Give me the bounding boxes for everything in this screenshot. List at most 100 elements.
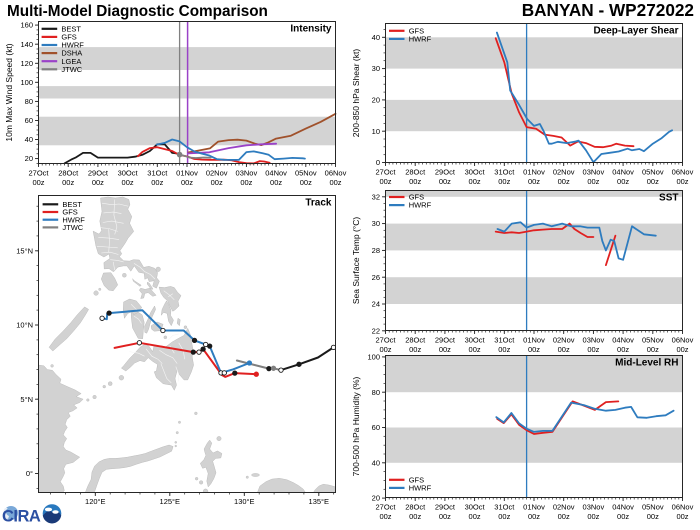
svg-text:05Nov: 05Nov: [642, 168, 664, 177]
svg-text:00z: 00z: [587, 177, 599, 186]
svg-text:28Oct: 28Oct: [405, 168, 426, 177]
svg-text:120°E: 120°E: [85, 497, 106, 506]
svg-text:00z: 00z: [676, 345, 688, 354]
svg-text:10m Max Wind Speed (kt): 10m Max Wind Speed (kt): [4, 43, 14, 141]
svg-text:Deep-Layer Shear: Deep-Layer Shear: [593, 26, 678, 37]
svg-text:BEST: BEST: [62, 200, 82, 209]
svg-text:06Nov: 06Nov: [325, 169, 347, 178]
svg-text:00z: 00z: [587, 512, 599, 521]
svg-text:GFS: GFS: [409, 26, 424, 35]
svg-text:BANYAN - WP272022: BANYAN - WP272022: [522, 0, 694, 20]
svg-text:HWRF: HWRF: [409, 484, 432, 493]
svg-text:Mid-Level RH: Mid-Level RH: [615, 358, 678, 369]
svg-text:00z: 00z: [498, 177, 510, 186]
svg-text:20: 20: [372, 494, 380, 503]
svg-text:15°N: 15°N: [16, 246, 33, 255]
svg-text:00z: 00z: [439, 512, 451, 521]
svg-text:100: 100: [20, 78, 33, 87]
svg-text:10°N: 10°N: [16, 321, 33, 330]
svg-text:00z: 00z: [379, 512, 391, 521]
svg-text:01Nov: 01Nov: [523, 168, 545, 177]
svg-text:Track: Track: [305, 198, 332, 209]
svg-text:40: 40: [25, 135, 33, 144]
svg-text:29Oct: 29Oct: [435, 503, 456, 512]
svg-text:00z: 00z: [211, 178, 223, 187]
svg-text:27Oct: 27Oct: [375, 336, 396, 345]
svg-text:HWRF: HWRF: [409, 35, 432, 44]
svg-text:00z: 00z: [587, 345, 599, 354]
svg-text:00z: 00z: [617, 345, 629, 354]
svg-text:120: 120: [20, 59, 33, 68]
svg-text:Intensity: Intensity: [290, 24, 332, 35]
svg-text:200-850 hPa Shear (kt): 200-850 hPa Shear (kt): [351, 49, 361, 138]
svg-text:80: 80: [25, 97, 33, 106]
svg-text:04Nov: 04Nov: [612, 336, 634, 345]
svg-text:00z: 00z: [528, 177, 540, 186]
svg-text:135°E: 135°E: [309, 497, 330, 506]
svg-text:0: 0: [376, 158, 380, 167]
svg-text:00z: 00z: [558, 512, 570, 521]
svg-text:00z: 00z: [498, 345, 510, 354]
svg-text:20: 20: [25, 154, 33, 163]
svg-text:02Nov: 02Nov: [553, 503, 575, 512]
svg-text:04Nov: 04Nov: [612, 168, 634, 177]
svg-text:29Oct: 29Oct: [435, 168, 456, 177]
svg-text:05Nov: 05Nov: [642, 503, 664, 512]
svg-text:00z: 00z: [122, 178, 134, 187]
svg-text:00z: 00z: [558, 177, 570, 186]
svg-text:00z: 00z: [617, 512, 629, 521]
svg-text:GFS: GFS: [409, 193, 424, 202]
svg-text:60: 60: [25, 116, 33, 125]
svg-text:00z: 00z: [409, 512, 421, 521]
svg-text:05Nov: 05Nov: [642, 336, 664, 345]
svg-text:28Oct: 28Oct: [58, 169, 79, 178]
svg-text:00z: 00z: [469, 345, 481, 354]
svg-text:28Oct: 28Oct: [405, 503, 426, 512]
svg-text:30: 30: [372, 64, 380, 73]
svg-text:00z: 00z: [676, 512, 688, 521]
svg-text:02Nov: 02Nov: [206, 169, 228, 178]
svg-text:30Oct: 30Oct: [465, 168, 486, 177]
svg-text:04Nov: 04Nov: [265, 169, 287, 178]
svg-text:40: 40: [372, 33, 380, 42]
svg-text:HWRF: HWRF: [409, 201, 432, 210]
svg-text:00z: 00z: [300, 178, 312, 187]
svg-text:SST: SST: [659, 193, 678, 204]
svg-text:LGEA: LGEA: [61, 57, 81, 66]
svg-text:01Nov: 01Nov: [523, 336, 545, 345]
svg-text:00z: 00z: [469, 177, 481, 186]
svg-text:00z: 00z: [240, 178, 252, 187]
svg-text:5°N: 5°N: [20, 395, 33, 404]
svg-text:40: 40: [372, 458, 380, 467]
svg-text:160: 160: [20, 21, 33, 30]
svg-text:05Nov: 05Nov: [295, 169, 317, 178]
svg-text:30Oct: 30Oct: [118, 169, 139, 178]
svg-text:GFS: GFS: [409, 475, 424, 484]
svg-text:GFS: GFS: [61, 33, 76, 42]
svg-text:20: 20: [372, 96, 380, 105]
svg-text:00z: 00z: [379, 345, 391, 354]
svg-text:00z: 00z: [92, 178, 104, 187]
svg-text:28Oct: 28Oct: [405, 336, 426, 345]
svg-text:00z: 00z: [270, 178, 282, 187]
svg-text:00z: 00z: [647, 177, 659, 186]
svg-text:32: 32: [372, 192, 380, 201]
svg-text:Multi-Model Diagnostic Compari: Multi-Model Diagnostic Comparison: [7, 3, 268, 20]
svg-text:80: 80: [372, 388, 380, 397]
svg-text:30: 30: [372, 219, 380, 228]
svg-text:29Oct: 29Oct: [435, 336, 456, 345]
svg-text:24: 24: [372, 300, 380, 309]
svg-text:00z: 00z: [469, 512, 481, 521]
svg-text:DSHA: DSHA: [61, 49, 82, 58]
svg-text:00z: 00z: [498, 512, 510, 521]
svg-text:01Nov: 01Nov: [176, 169, 198, 178]
svg-text:00z: 00z: [647, 345, 659, 354]
svg-text:HWRF: HWRF: [62, 215, 85, 224]
svg-text:04Nov: 04Nov: [612, 503, 634, 512]
svg-text:27Oct: 27Oct: [375, 503, 396, 512]
svg-text:00z: 00z: [617, 177, 629, 186]
svg-text:00z: 00z: [32, 178, 44, 187]
svg-text:01Nov: 01Nov: [523, 503, 545, 512]
svg-text:140: 140: [20, 40, 33, 49]
svg-text:10: 10: [372, 127, 380, 136]
